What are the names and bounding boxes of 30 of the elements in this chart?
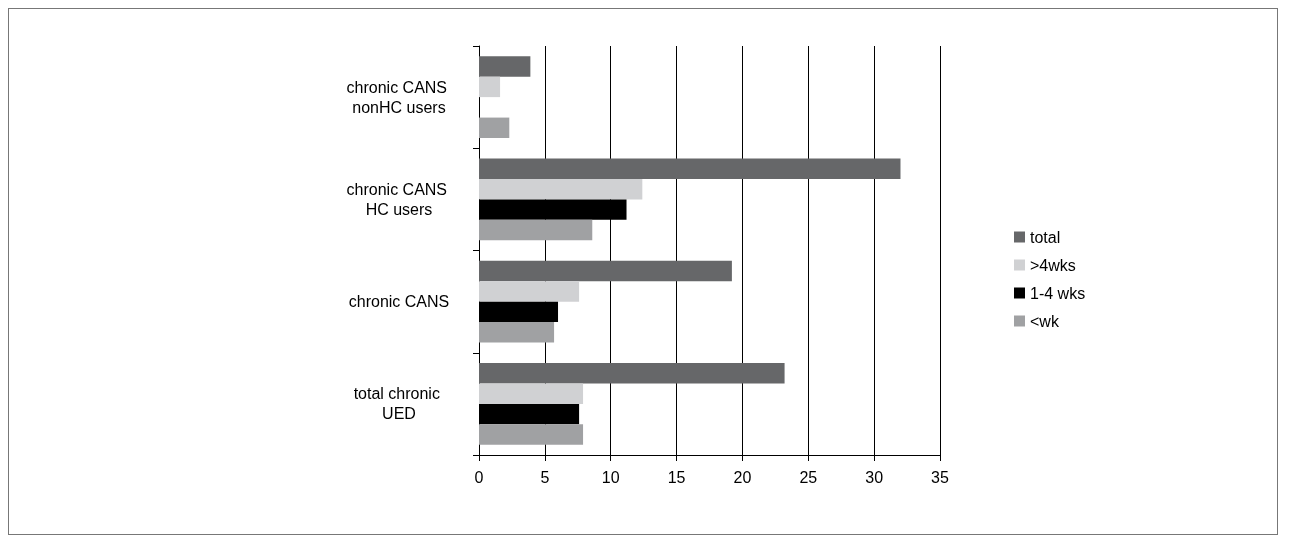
legend-label: <wk [1030,312,1060,330]
bar [479,117,510,139]
y-tick-label: chronic CANS nonHC users [346,78,452,116]
x-tick-label: 15 [667,468,686,486]
bar [479,260,732,282]
bar [479,362,785,384]
x-tick-label: 10 [601,468,620,486]
x-tick-label: 0 [474,468,484,486]
y-tick-label: chronic CANS [348,293,450,311]
x-tick-label: 20 [733,468,752,486]
y-tick-label: chronic CANS HC users [346,180,452,218]
bar [479,219,593,241]
x-tick-label: 30 [865,468,884,486]
bar [479,301,559,323]
bar [479,158,901,179]
x-tick-label: 5 [540,468,550,486]
bar [479,322,555,343]
legend-label: total [1030,228,1061,246]
legend-label: >4wks [1030,256,1076,274]
bar [479,403,580,425]
legend-label: 1-4 wks [1030,284,1086,302]
bar [479,281,580,302]
bar [479,76,501,98]
y-tick-label: total chronic UED [353,385,445,423]
x-tick-label: 35 [931,468,949,486]
bar [479,383,584,404]
bar [479,56,531,77]
bar [479,178,643,200]
x-tick-label: 25 [799,468,818,486]
bar [479,424,584,445]
